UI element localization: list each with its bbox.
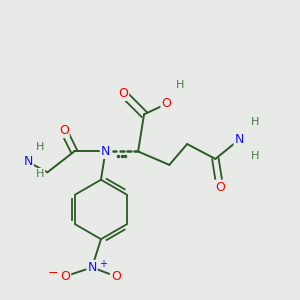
Text: O: O [215,181,225,194]
Text: H: H [36,169,44,179]
Text: H: H [36,142,44,152]
Text: N: N [87,261,97,274]
Text: H: H [251,151,260,161]
Text: H: H [176,80,184,90]
Text: N: N [235,133,244,146]
Text: N: N [101,145,110,158]
Text: +: + [100,260,107,269]
Text: N: N [23,155,33,168]
Text: −: − [47,267,58,280]
Text: O: O [118,87,128,100]
Text: H: H [251,117,260,127]
Text: O: O [60,270,70,283]
Text: O: O [111,270,121,283]
Text: O: O [59,124,69,137]
Text: O: O [161,98,171,110]
